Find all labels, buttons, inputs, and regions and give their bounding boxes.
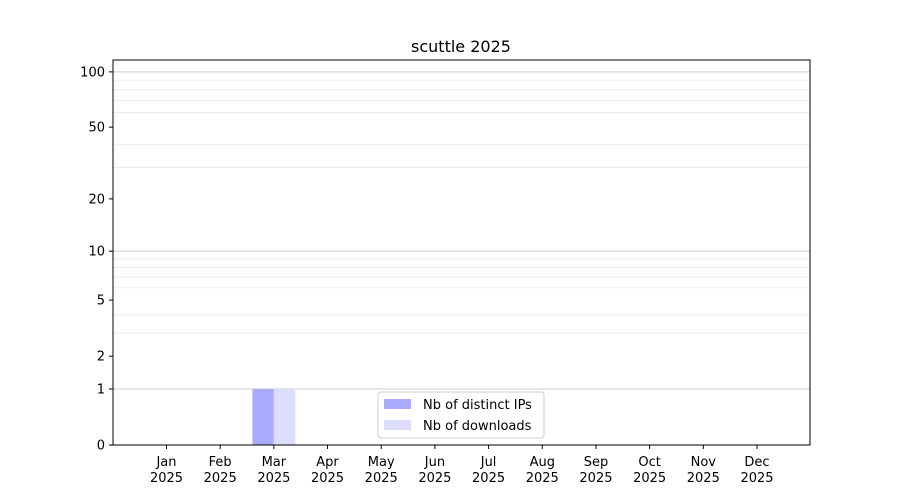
legend: Nb of distinct IPs Nb of downloads [377, 391, 545, 439]
y-tick-label: 2 [97, 350, 105, 365]
bar-downloads [273, 388, 296, 445]
x-tick-label: 2025 [472, 471, 505, 486]
x-tick-label: May [368, 455, 395, 470]
x-tick-label: Oct [638, 455, 660, 470]
grid [113, 71, 810, 390]
y-tick-label: 5 [97, 294, 105, 309]
y-tick-label: 0 [97, 439, 105, 454]
legend-label-ips: Nb of distinct IPs [423, 398, 532, 413]
legend-label-downloads: Nb of downloads [423, 419, 532, 434]
x-tick-label: 2025 [311, 471, 344, 486]
x-tick-label: 2025 [633, 471, 666, 486]
y-tick-label: 50 [88, 121, 105, 136]
x-tick-label: 2025 [579, 471, 612, 486]
x-tick-label: Feb [209, 455, 232, 470]
x-tick-label: Jul [480, 455, 497, 470]
x-tick-label: 2025 [257, 471, 290, 486]
y-tick-label: 10 [88, 245, 105, 260]
x-axis: Jan2025Feb2025Mar2025Apr2025May2025Jun20… [150, 445, 774, 486]
x-tick-label: Aug [530, 455, 555, 470]
bar-distinct-ips [252, 388, 274, 445]
x-tick-label: 2025 [687, 471, 720, 486]
x-tick-label: 2025 [365, 471, 398, 486]
legend-swatch-downloads [384, 420, 411, 430]
y-tick-label: 20 [88, 192, 105, 207]
x-tick-label: Mar [262, 455, 287, 470]
bars [252, 388, 296, 445]
x-tick-label: Apr [316, 455, 339, 470]
x-tick-label: Sep [584, 455, 609, 470]
chart-title: scuttle 2025 [411, 37, 511, 56]
x-tick-label: 2025 [418, 471, 451, 486]
legend-box [377, 391, 545, 439]
x-tick-label: 2025 [740, 471, 773, 486]
plot-frame [112, 59, 811, 446]
x-tick-label: Nov [691, 455, 717, 470]
x-tick-label: Dec [744, 455, 769, 470]
x-tick-label: Jun [424, 455, 445, 470]
x-tick-label: 2025 [526, 471, 559, 486]
legend-swatch-ips [384, 399, 411, 409]
x-tick-label: Jan [155, 455, 176, 470]
x-tick-label: 2025 [204, 471, 237, 486]
y-tick-label: 100 [80, 65, 105, 80]
y-tick-label: 1 [97, 382, 105, 397]
x-tick-label: 2025 [150, 471, 183, 486]
y-axis: 0 1 2 5 10 20 50 100 [80, 65, 113, 454]
